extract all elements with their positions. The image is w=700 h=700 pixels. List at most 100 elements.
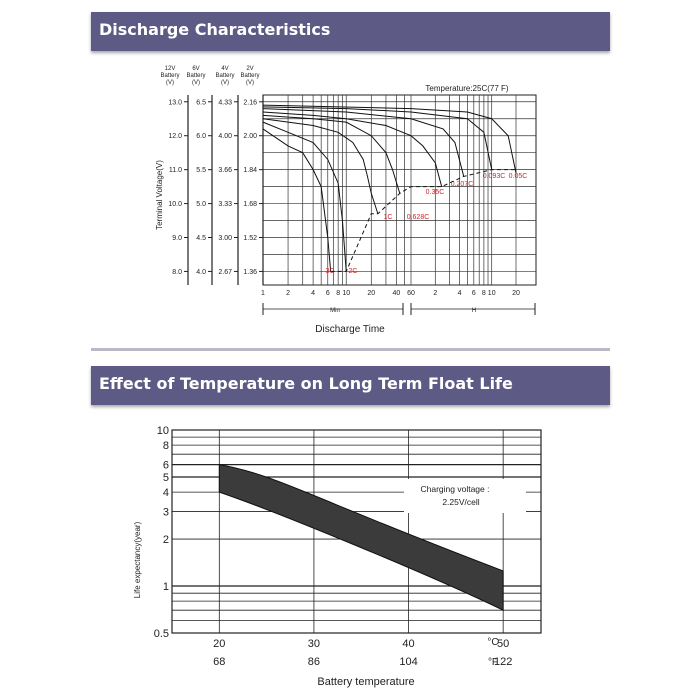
x-tick-label: 20	[512, 290, 520, 297]
voltage-axis-header: 6V	[192, 66, 199, 72]
charging-voltage-label: Charging voltage :	[421, 484, 490, 494]
x-tick-label-celsius: 50	[497, 638, 509, 650]
voltage-axis-header: Battery	[240, 73, 259, 79]
x-tick-label: 8	[482, 290, 486, 297]
voltage-tick-label: 5.5	[196, 167, 206, 174]
voltage-tick-label: 6.5	[196, 99, 206, 106]
x-tick-label: 10	[488, 290, 496, 297]
voltage-tick-label: 5.0	[196, 201, 206, 208]
voltage-tick-label: 2.00	[243, 133, 257, 140]
float-life-y-axis-label: Life expectancy(year)	[133, 521, 142, 598]
x-tick-label: 2	[433, 290, 437, 297]
voltage-tick-label: 12.0	[168, 133, 182, 140]
voltage-tick-label: 6.0	[196, 133, 206, 140]
discharge-curve	[262, 111, 443, 187]
hour-unit-label: H	[472, 308, 476, 314]
y-tick-label: 1	[163, 581, 169, 593]
voltage-tick-label: 3.00	[218, 235, 232, 242]
voltage-axis-header: 12V	[165, 66, 176, 72]
x-tick-label: 20	[367, 290, 375, 297]
section-divider	[91, 348, 610, 351]
annotation-background	[404, 479, 526, 513]
y-tick-label: 2	[163, 534, 169, 546]
x-tick-label: 6	[326, 290, 330, 297]
curve-label: 3C	[326, 268, 335, 275]
voltage-tick-label: 4.0	[196, 269, 206, 276]
voltage-axis-header: Battery	[160, 73, 179, 79]
discharge-curve	[262, 106, 493, 170]
discharge-curve	[262, 118, 379, 214]
y-tick-label: 8	[163, 440, 169, 452]
minute-unit-label: Min	[330, 308, 340, 314]
x-tick-label-fahrenheit: 86	[308, 656, 320, 668]
x-tick-label: 4	[311, 290, 315, 297]
discharge-curve	[262, 121, 347, 272]
curve-label: 0.207C	[451, 181, 474, 188]
plot-frame	[171, 429, 542, 634]
voltage-tick-label: 4.33	[218, 99, 232, 106]
float-life-chart: Charging voltage :2.25V/cell1086543210.5…	[133, 425, 542, 688]
voltage-tick-label: 4.00	[218, 133, 232, 140]
voltage-axis-header: 2V	[246, 66, 253, 72]
voltage-tick-label: 1.36	[243, 269, 257, 276]
curve-label: 0.628C	[407, 214, 430, 221]
discharge-curve	[262, 104, 517, 174]
voltage-tick-label: 2.67	[218, 269, 232, 276]
temperature-annotation: Temperature:25C(77 F)	[425, 84, 508, 93]
y-tick-label: 4	[163, 487, 169, 499]
x-tick-label-fahrenheit: 68	[213, 656, 225, 668]
voltage-tick-label: 1.68	[243, 201, 257, 208]
voltage-tick-label: 9.0	[172, 235, 182, 242]
voltage-axis-header: (V)	[246, 80, 254, 86]
curve-label: 0.093C	[483, 173, 506, 180]
y-tick-label: 10	[157, 425, 169, 437]
voltage-tick-label: 8.0	[172, 269, 182, 276]
curve-label: 1C	[384, 214, 393, 221]
x-tick-label: 1	[261, 290, 265, 297]
discharge-section-title: Discharge Characteristics	[99, 20, 331, 39]
voltage-tick-label: 1.52	[243, 235, 257, 242]
y-tick-label: 0.5	[154, 628, 169, 640]
voltage-tick-label: 2.16	[243, 99, 257, 106]
x-tick-label-celsius: 20	[213, 638, 225, 650]
voltage-tick-label: 13.0	[168, 99, 182, 106]
x-tick-label-celsius: 40	[402, 638, 414, 650]
x-tick-label-fahrenheit: 122	[494, 656, 512, 668]
y-tick-label: 6	[163, 460, 169, 472]
discharge-curve	[262, 114, 401, 194]
voltage-tick-label: 11.0	[169, 167, 182, 174]
x-tick-label: 8	[336, 290, 340, 297]
voltage-axis-header: 4V	[221, 66, 228, 72]
discharge-section-banner: Discharge Characteristics	[91, 12, 610, 51]
curve-label: 2C	[349, 268, 358, 275]
x-tick-label-celsius: 30	[308, 638, 320, 650]
temperature-section-banner: Effect of Temperature on Long Term Float…	[91, 366, 610, 405]
curve-label: 0.05C	[509, 173, 528, 180]
fahrenheit-unit: °F	[488, 657, 498, 668]
discharge-x-axis-label: Discharge Time	[315, 324, 385, 335]
discharge-curve	[262, 128, 332, 272]
curve-label: 0.35C	[426, 189, 445, 196]
x-tick-label-fahrenheit: 104	[399, 656, 417, 668]
y-tick-label: 3	[163, 507, 169, 519]
x-tick-label: 2	[286, 290, 290, 297]
x-tick-label: 4	[458, 290, 462, 297]
voltage-axis-header: (V)	[221, 80, 229, 86]
temperature-section-title: Effect of Temperature on Long Term Float…	[99, 374, 513, 393]
voltage-axis-header: Battery	[215, 73, 234, 79]
celsius-unit: °C	[487, 637, 498, 648]
y-tick-label: 5	[163, 472, 169, 484]
voltage-tick-label: 10.0	[168, 201, 182, 208]
x-tick-label: 10	[342, 290, 350, 297]
discharge-chart: 12VBattery(V)13.012.011.010.09.08.06VBat…	[155, 66, 537, 335]
voltage-axis-header: (V)	[192, 80, 200, 86]
float-life-x-axis-label: Battery temperature	[317, 676, 414, 688]
voltage-axis-header: Battery	[186, 73, 205, 79]
voltage-axis-header: (V)	[166, 80, 174, 86]
voltage-tick-label: 3.66	[218, 167, 232, 174]
voltage-tick-label: 4.5	[196, 235, 206, 242]
x-tick-label: 40	[392, 290, 400, 297]
life-expectancy-band	[218, 464, 504, 611]
charging-voltage-value: 2.25V/cell	[442, 497, 479, 507]
